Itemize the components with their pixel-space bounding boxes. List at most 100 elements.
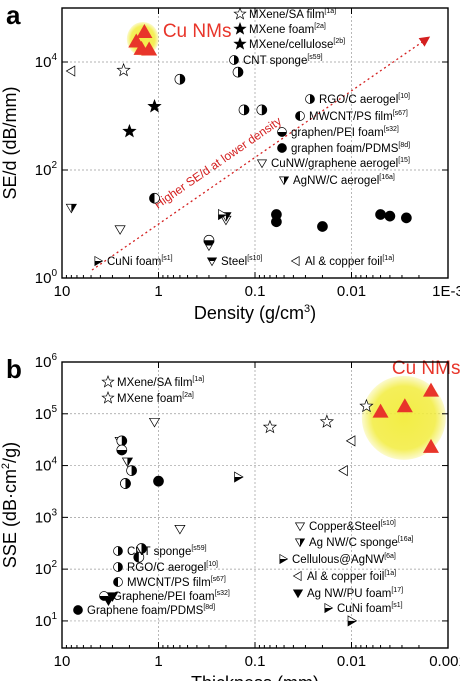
x-tick-label: 0.01 (337, 653, 366, 670)
legend-entry-al-copper-foil: Al & copper foil[1a] (292, 570, 396, 583)
legend-marker-fill (234, 55, 239, 65)
legend-label: MXene/cellulose[2b] (249, 38, 345, 51)
point-cu-nms-shape (141, 41, 158, 56)
point-graphene-foam-pdms (153, 475, 164, 487)
y-tick-label: 104 (35, 456, 58, 475)
point-graphen-foam-pdms (401, 212, 412, 224)
point-rgo-c-aerogel-fill (261, 104, 267, 115)
legend-entry-mxene-foam: MXene foam[2a] (233, 22, 326, 36)
point-rgo-c-aerogel (174, 73, 186, 85)
point-agnw-c-aerogel (65, 203, 77, 214)
legend-marker (294, 522, 306, 532)
legend-label: Al & copper foil[1a] (307, 570, 396, 583)
point-al-copper-foil-fill (338, 465, 348, 471)
legend-label: CuNW/graphene aerogel[15] (271, 157, 410, 170)
legend-entry-cuni-foam: CuNi foam[s1] (324, 602, 403, 615)
point-graphen-foam-pdms-shape (317, 221, 328, 232)
y-tick-label: 105 (35, 404, 58, 423)
point-mxene-foam (319, 414, 335, 428)
y-tick-label: 102 (35, 160, 58, 179)
x-tick-label: 0.1 (245, 653, 266, 670)
legend-label: MXene/SA film[1a] (249, 8, 336, 21)
legend-marker-fill (291, 256, 300, 261)
cu-nms-label: Cu NMs (163, 21, 232, 42)
legend-marker-fill (310, 94, 315, 104)
point-al-copper-foil (65, 65, 76, 77)
legend-label: MXene/SA film[1a] (117, 376, 204, 389)
legend-label: RGO/C aerogel[10] (127, 561, 218, 574)
legend-marker-shape (292, 570, 302, 582)
trend-arrow (91, 36, 431, 271)
legend-marker-shape (73, 605, 83, 615)
point-cuni-foam (347, 615, 358, 627)
legend-marker-shape (233, 22, 247, 35)
legend-label: Copper&Steel[s10] (309, 520, 396, 533)
legend-marker-fill (324, 608, 333, 613)
legend-entry-rgo-c-aerogel: RGO/C aerogel[10] (113, 561, 218, 574)
point-rgo-c-aerogel (126, 465, 137, 476)
legend-marker (233, 7, 247, 20)
point-ag-nw-c-sponge (121, 457, 134, 468)
legend-entry-cunw-graphene-aerogel: CuNW/graphene aerogel[15] (256, 157, 410, 170)
panel-letter: b (6, 354, 22, 384)
legend-marker-shape (101, 391, 115, 404)
legend-label: Al & copper foil[1a] (305, 255, 394, 268)
point-cu-nms (396, 398, 413, 413)
point-cunw-graphene-aerogel (114, 225, 126, 235)
point-rgo-c-aerogel-fill (244, 104, 250, 115)
point-agnw-c-aerogel-fill (71, 204, 77, 213)
legend-entry-agnw-c-aerogel: AgNW/C aerogel[16a] (278, 174, 395, 187)
point-mxene-cellulose-shape (147, 98, 162, 113)
point-graphene-foam-pdms-shape (153, 475, 164, 487)
point-copper-steel (148, 417, 161, 428)
x-tick-label: 10 (54, 283, 71, 300)
legend-marker (292, 589, 304, 599)
point-graphen-foam-pdms (317, 221, 328, 232)
point-mxene-foam-shape (122, 123, 137, 138)
legend-label: Steel[s10] (221, 255, 262, 268)
legend-entry-mwcnt-ps-film: MWCNT/PS film[s67] (295, 110, 408, 123)
legend-label: AgNW/C aerogel[16a] (293, 174, 395, 187)
cu-nms-label: Cu NMs (392, 358, 460, 379)
point-al-copper-foil (345, 435, 356, 447)
point-mxene-sa-film-shape (116, 62, 131, 77)
point-graphen-foam-pdms (384, 210, 396, 222)
point-graphen-foam-pdms-shape (271, 216, 282, 228)
point-cu-nms-shape (396, 398, 413, 413)
legend-marker-fill (118, 562, 123, 572)
legend-marker-fill (295, 111, 300, 121)
legend-marker-fill (113, 577, 118, 587)
legend-label: CNT sponge[s59] (243, 54, 323, 67)
legend-marker (256, 159, 268, 169)
point-rgo-c-aerogel (238, 104, 250, 116)
legend-marker (73, 605, 83, 615)
legend-marker (99, 591, 109, 601)
legend-marker (324, 602, 334, 614)
legend-entry-copper-steel: Copper&Steel[s10] (294, 520, 396, 533)
point-al-copper-foil (338, 464, 348, 477)
point-cunw-graphene-aerogel-shape (114, 225, 126, 235)
point-rgo-c-aerogel (120, 478, 131, 489)
point-mwcnt-ps-film-fill (133, 552, 139, 563)
legend-marker (277, 143, 287, 153)
x-tick-label: 1E-3 (432, 283, 460, 300)
panel-b: Cu NMs1010.10.010.001101102103104105106T… (0, 352, 460, 681)
legend-marker-shape (277, 143, 287, 153)
legend-entry-graphen-pei-foam: graphen/PEI foam[s32] (277, 126, 399, 139)
legend-marker (113, 577, 123, 587)
y-tick-label: 104 (35, 52, 58, 71)
point-al-copper-foil-shape (345, 435, 356, 447)
legend-label: Ag NW/C sponge[16a] (309, 536, 413, 549)
point-al-copper-foil-shape (338, 464, 348, 477)
legend-marker (305, 94, 315, 104)
legend-entry-ag-nw-pu-foam: Ag NW/PU foam[17] (292, 587, 403, 600)
point-mwcnt-ps-film-fill (149, 193, 155, 204)
legend-label: graphen foam/PDMS[8d] (291, 142, 410, 155)
point-cnt-sponge (116, 435, 128, 447)
point-cuni-foam-fill (218, 214, 227, 220)
point-cu-nms (136, 23, 153, 38)
legend-marker (229, 55, 239, 65)
legend-marker-shape (233, 37, 247, 50)
point-cu-nms (423, 382, 440, 397)
